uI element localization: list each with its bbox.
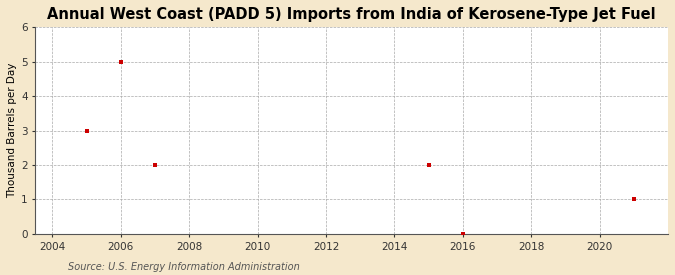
Point: [458, 232, 468, 236]
Point: [628, 197, 639, 202]
Point: [115, 59, 126, 64]
Point: [423, 163, 434, 167]
Y-axis label: Thousand Barrels per Day: Thousand Barrels per Day: [7, 63, 17, 198]
Point: [81, 128, 92, 133]
Point: [150, 163, 161, 167]
Title: Annual West Coast (PADD 5) Imports from India of Kerosene-Type Jet Fuel: Annual West Coast (PADD 5) Imports from …: [47, 7, 656, 22]
Text: Source: U.S. Energy Information Administration: Source: U.S. Energy Information Administ…: [68, 262, 299, 272]
